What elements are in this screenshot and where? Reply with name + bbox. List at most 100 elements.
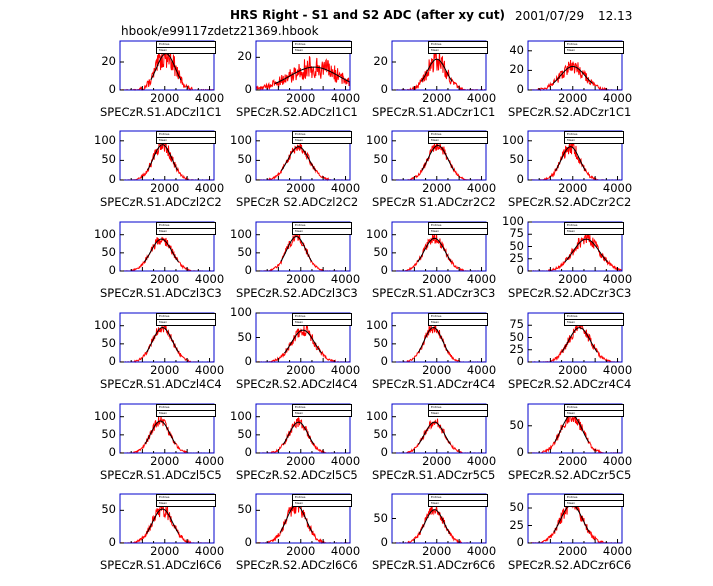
x-axis-label: SPECzR.S2.ADCzr6C6 <box>508 558 632 572</box>
y-tick-label: 0 <box>108 172 116 186</box>
x-tick-label: 4000 <box>330 272 361 286</box>
stats-row: Mean <box>431 48 440 52</box>
x-axis-label: SPECzR.S1.ADCzr3C3 <box>372 286 496 300</box>
histogram-panel: 0 50 2000 4000 SPECzR.S2.ADCzr5C5 Entries Mean <box>488 400 662 489</box>
histogram-panel: 0 50 100 2000 4000 SPECzR.S1.ADCzl3C3 Entries M… <box>80 218 254 307</box>
stats-row: Mean <box>295 229 304 233</box>
y-tick-label: 25 <box>509 250 524 265</box>
y-tick-label: 50 <box>509 152 524 167</box>
fit-curve <box>283 329 323 354</box>
stats-box: Entries Mean <box>156 222 216 235</box>
stats-row: Entries <box>293 132 351 138</box>
stats-row: Mean <box>431 229 440 233</box>
x-axis-label: SPECzR.S2.ADCzr3C3 <box>508 286 632 300</box>
datetime: 2001/07/29 12.13 <box>515 9 632 23</box>
stats-row: Mean <box>159 501 168 505</box>
y-tick-label: 50 <box>373 335 388 350</box>
histogram-series <box>527 321 622 363</box>
y-tick-label: 0 <box>380 354 388 368</box>
stats-row: Entries <box>565 132 623 138</box>
histogram-panel: 0 50 100 2000 4000 SPECzR.S2.ADCzl5C5 Entries M… <box>216 400 390 489</box>
stats-row: Entries <box>157 405 215 411</box>
stats-box: Entries Mean <box>428 404 488 417</box>
stats-box: Entries Mean <box>156 494 216 507</box>
y-tick-label: 100 <box>502 214 524 228</box>
y-tick-label: 0 <box>244 82 252 96</box>
y-tick-label: 50 <box>509 500 524 514</box>
y-tick-label: 20 <box>509 62 524 77</box>
stats-row: Mean <box>295 501 304 505</box>
stats-row: Mean <box>431 411 440 415</box>
x-axis-label: SPECzR.S2.ADCzl1C1 <box>236 105 358 119</box>
stats-row: Mean <box>295 320 304 324</box>
y-tick-label: 0 <box>108 82 116 96</box>
y-tick-label: 50 <box>237 244 252 259</box>
x-tick-label: 2000 <box>150 454 180 468</box>
plot-area <box>391 312 487 363</box>
histogram-series <box>119 138 215 181</box>
histogram-panel: 0 20 2000 4000 SPECzR.S2.ADCzl1C1 Entries Mean <box>216 37 390 126</box>
y-tick-label: 0 <box>244 172 252 186</box>
fit-curve <box>418 421 452 445</box>
x-tick-label: 4000 <box>330 363 361 377</box>
y-tick-label: 50 <box>373 152 388 167</box>
stats-row: Entries <box>293 223 351 229</box>
x-axis-label: SPECzR.S1.ADCzr6C6 <box>372 558 496 572</box>
fit-curve <box>421 144 455 171</box>
y-tick-label: 100 <box>230 226 252 241</box>
histogram-series <box>119 416 215 454</box>
x-tick-label: 2000 <box>422 91 452 105</box>
x-axis-label: SPECzR.S1.ADCzr1C1 <box>372 105 496 119</box>
x-axis-label: SPECzR.S1.ADCzl2C2 <box>100 195 222 209</box>
histogram-series <box>527 139 623 181</box>
x-tick-label: 4000 <box>466 454 497 468</box>
histogram-series <box>392 48 487 91</box>
fit-curve <box>417 327 449 353</box>
x-tick-label: 2000 <box>150 363 180 377</box>
stats-box: Entries Mean <box>564 313 624 326</box>
y-tick-label: 100 <box>230 305 252 319</box>
histogram-panel: 0 50 100 2000 4000 SPECzR.S1.ADCzl5C5 Entries M… <box>80 400 254 489</box>
stats-row: Entries <box>429 405 487 411</box>
y-tick-label: 20 <box>373 54 388 68</box>
y-tick-label: 50 <box>237 426 252 441</box>
y-tick-label: 0 <box>516 172 524 186</box>
fit-curve <box>282 421 315 445</box>
y-tick-label: 25 <box>509 341 524 356</box>
histogram-series <box>256 417 351 454</box>
y-tick-label: 100 <box>366 408 388 423</box>
plot-area <box>119 40 215 92</box>
x-tick-label: 2000 <box>150 91 180 105</box>
x-tick-label: 2000 <box>422 363 452 377</box>
y-tick-label: 100 <box>230 408 252 423</box>
stats-row: Entries <box>293 314 351 320</box>
y-tick-label: 50 <box>509 329 524 344</box>
histogram-series <box>528 60 623 92</box>
x-tick-label: 4000 <box>466 544 497 558</box>
y-tick-label: 25 <box>509 517 524 532</box>
stats-box: Entries Mean <box>564 404 624 417</box>
y-tick-label: 0 <box>516 82 524 96</box>
histogram-plot <box>391 221 487 272</box>
fit-curve <box>145 327 180 353</box>
y-tick-label: 50 <box>509 238 524 253</box>
x-tick-label: 4000 <box>466 181 497 195</box>
fit-curve <box>564 238 609 263</box>
x-axis-label: SPECzR.S1.ADCzr5C5 <box>372 468 496 482</box>
x-tick-label: 2000 <box>422 544 452 558</box>
date-label: 2001/07/29 <box>515 9 585 23</box>
stats-box: Entries Mean <box>292 131 352 144</box>
x-tick-label: 4000 <box>194 454 225 468</box>
stats-row: Mean <box>567 501 576 505</box>
stats-row: Entries <box>157 495 215 501</box>
histogram-series <box>256 324 351 363</box>
x-tick-label: 4000 <box>602 181 633 195</box>
stats-row: Entries <box>565 223 623 229</box>
fit-curve <box>147 144 178 171</box>
stats-row: Mean <box>159 320 168 324</box>
x-tick-label: 4000 <box>602 544 633 558</box>
histogram-plot <box>119 40 215 92</box>
y-tick-label: 0 <box>244 263 252 277</box>
stats-row: Entries <box>565 495 623 501</box>
